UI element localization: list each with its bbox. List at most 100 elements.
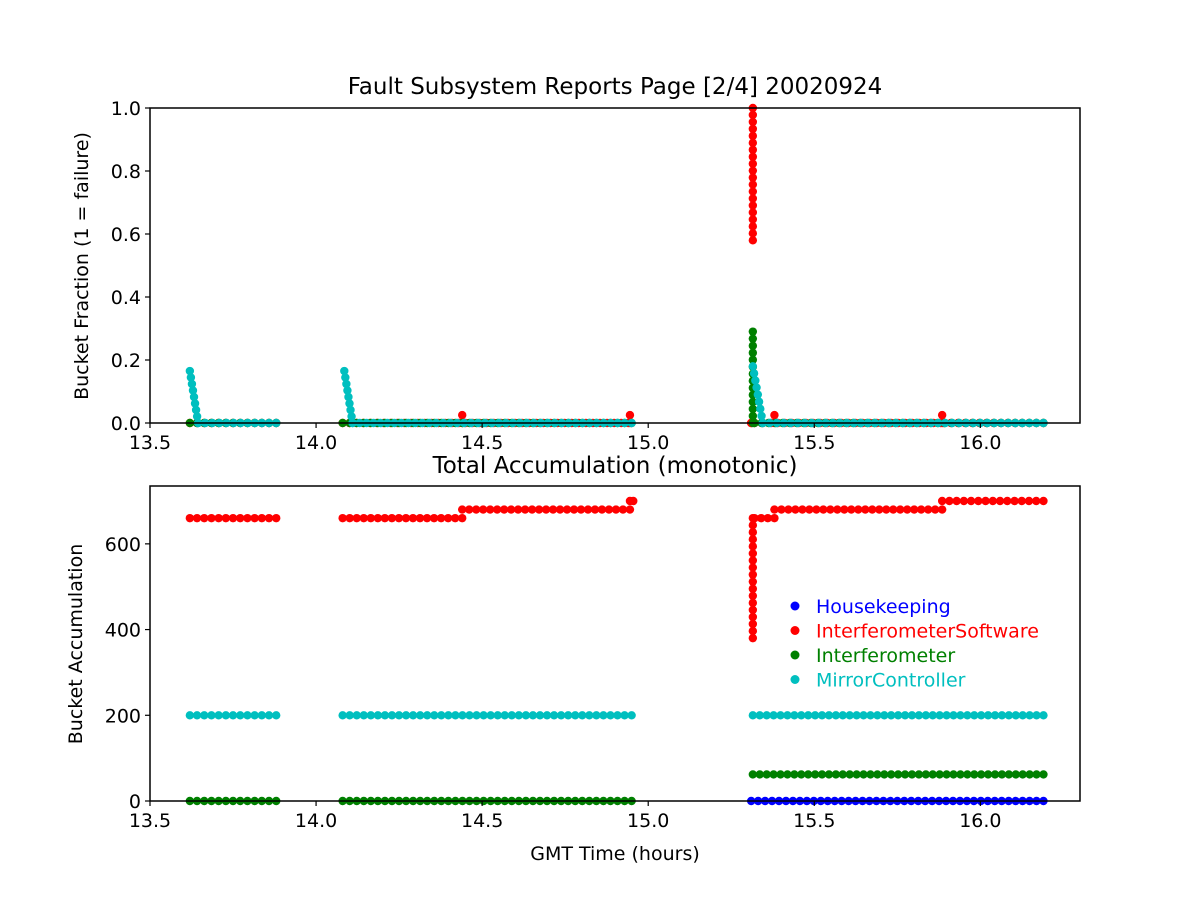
series-3-marks [185, 711, 1048, 720]
data-point [342, 379, 351, 389]
data-point [981, 496, 990, 506]
data-point [359, 711, 368, 720]
data-point [923, 505, 933, 514]
data-point [394, 513, 404, 523]
data-point [790, 711, 799, 720]
data-point [499, 505, 509, 514]
data-point [798, 505, 807, 514]
data-point [949, 711, 958, 720]
data-point [341, 373, 350, 382]
data-point [1039, 770, 1048, 779]
data-point [838, 770, 847, 779]
data-point [845, 711, 854, 720]
accumulation-panel-x-axis-label: GMT Time (hours) [530, 843, 700, 865]
x-tick-label: 15.0 [627, 432, 669, 454]
y-tick-label: 0.4 [111, 287, 141, 309]
data-point [257, 513, 267, 523]
data-point [236, 711, 245, 720]
data-point [611, 505, 621, 514]
data-point [1003, 496, 1012, 506]
data-point [387, 513, 397, 523]
data-point [465, 505, 474, 514]
data-point [928, 711, 937, 720]
data-point [755, 770, 764, 779]
data-point [935, 770, 944, 779]
data-point [347, 412, 356, 421]
data-point [963, 770, 972, 779]
data-point [893, 711, 903, 720]
data-point [776, 770, 785, 779]
data-point [854, 505, 863, 514]
data-point [472, 711, 481, 720]
data-point [507, 711, 516, 720]
data-point [257, 711, 267, 720]
data-point [748, 626, 758, 636]
data-point [1017, 496, 1026, 506]
data-point [585, 711, 594, 720]
x-tick-label: 15.5 [793, 432, 835, 454]
data-point [937, 496, 947, 506]
data-point [264, 711, 274, 720]
data-point [847, 505, 856, 514]
data-point [748, 117, 758, 127]
data-point [346, 405, 355, 415]
data-point [990, 770, 1000, 779]
data-point [916, 505, 926, 514]
data-point [791, 505, 800, 514]
x-tick-label: 14.5 [461, 432, 503, 454]
data-point [748, 549, 758, 558]
data-point [907, 770, 917, 779]
data-point [824, 770, 834, 779]
data-point [1011, 770, 1020, 779]
data-point [430, 711, 439, 720]
data-point [188, 386, 198, 395]
data-point [521, 711, 531, 720]
data-point [436, 513, 446, 523]
x-tick-label: 16.0 [959, 432, 1001, 454]
data-point [783, 711, 792, 720]
data-point [1011, 711, 1020, 720]
data-point [748, 397, 758, 407]
data-point [620, 711, 629, 720]
data-point [387, 711, 397, 720]
data-point [590, 505, 600, 514]
data-point [976, 711, 986, 720]
data-point [380, 711, 390, 720]
data-point [748, 187, 758, 196]
data-point [824, 711, 834, 720]
data-point [970, 711, 979, 720]
data-point [345, 711, 354, 720]
data-point [875, 505, 884, 514]
data-point [1018, 770, 1027, 779]
accumulation-panel-title: Total Accumulation (monotonic) [432, 453, 798, 479]
data-point [748, 131, 758, 141]
data-point [997, 770, 1007, 779]
data-point [264, 513, 274, 523]
data-point [236, 513, 245, 523]
data-point [748, 584, 758, 593]
data-point [900, 770, 910, 779]
data-point [963, 711, 972, 720]
data-point [889, 505, 898, 514]
legend-marker [790, 675, 800, 684]
data-point [748, 124, 758, 134]
data-point [748, 605, 758, 615]
data-point [373, 711, 383, 720]
data-point [748, 577, 758, 586]
data-point [748, 556, 758, 565]
x-tick-label: 14.5 [461, 810, 503, 832]
data-point [810, 711, 820, 720]
data-point [563, 711, 573, 720]
data-point [548, 505, 558, 514]
data-point [556, 711, 566, 720]
data-point [859, 770, 868, 779]
data-point [880, 770, 889, 779]
data-point [627, 711, 636, 720]
data-point [444, 711, 453, 720]
legend-marker [790, 601, 800, 611]
y-tick-label: 200 [105, 705, 141, 727]
data-point [748, 563, 758, 572]
data-point [748, 341, 758, 350]
